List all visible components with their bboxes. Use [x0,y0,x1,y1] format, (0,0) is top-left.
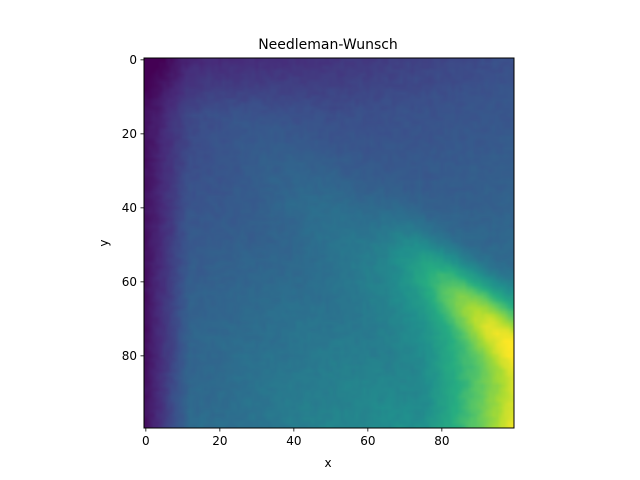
y-tick-label: 40 [122,201,137,215]
heatmap-area [143,57,515,429]
y-tick-label: 80 [122,349,137,363]
x-tick-label: 60 [360,434,375,448]
chart-title: Needleman-Wunsch [258,37,398,53]
x-tick-label: 20 [212,434,227,448]
x-tick-label: 0 [142,434,150,448]
y-axis-label: y [97,239,111,246]
heatmap-image [144,58,514,428]
y-tick-label: 0 [129,53,137,67]
x-tick-label: 40 [286,434,301,448]
x-tick-label: 80 [434,434,449,448]
x-axis-label: x [324,456,331,470]
y-tick-label: 60 [122,275,137,289]
x-axis-ticks: 0 20 40 60 80 [142,428,449,448]
plot-frame [143,57,515,429]
y-tick-label: 20 [122,127,137,141]
y-axis-ticks: 0 20 40 60 80 [122,53,144,363]
